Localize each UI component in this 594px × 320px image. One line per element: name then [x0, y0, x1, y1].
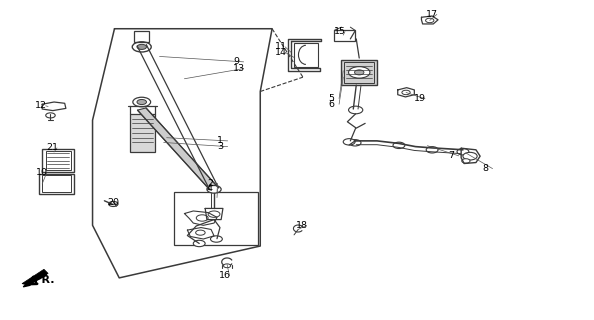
Text: 18: 18	[296, 221, 308, 230]
Bar	[42, 149, 74, 172]
Text: 5: 5	[328, 94, 334, 103]
Text: 3: 3	[217, 142, 223, 151]
Text: 21: 21	[46, 143, 58, 152]
Circle shape	[137, 44, 147, 50]
Circle shape	[393, 142, 405, 148]
Text: 12: 12	[35, 101, 47, 110]
Text: 10: 10	[36, 168, 48, 177]
Bar	[173, 192, 258, 245]
Text: FR.: FR.	[34, 276, 55, 285]
Circle shape	[46, 113, 55, 118]
Polygon shape	[137, 108, 219, 190]
Text: 1: 1	[217, 136, 223, 145]
Text: 15: 15	[334, 27, 346, 36]
Text: 9: 9	[233, 57, 239, 66]
Circle shape	[132, 42, 151, 52]
Bar	[294, 43, 318, 67]
Circle shape	[462, 159, 470, 163]
Bar	[39, 174, 74, 195]
Bar	[342, 60, 377, 85]
Circle shape	[457, 148, 469, 155]
Circle shape	[355, 70, 364, 75]
Polygon shape	[23, 283, 30, 287]
Text: 6: 6	[328, 100, 334, 109]
Text: 17: 17	[426, 10, 438, 19]
Circle shape	[223, 264, 230, 268]
Circle shape	[349, 67, 370, 78]
Circle shape	[109, 201, 118, 206]
Bar	[130, 114, 155, 152]
Circle shape	[195, 230, 205, 235]
Circle shape	[343, 139, 355, 145]
Bar	[46, 151, 71, 170]
Text: 2: 2	[207, 179, 213, 188]
Circle shape	[210, 236, 222, 242]
Text: 14: 14	[274, 48, 286, 57]
Polygon shape	[22, 269, 48, 285]
Circle shape	[426, 147, 438, 153]
Bar	[334, 30, 355, 41]
Text: 8: 8	[482, 164, 488, 173]
Circle shape	[402, 90, 410, 95]
Text: 13: 13	[233, 64, 245, 73]
Text: 11: 11	[274, 42, 286, 52]
Circle shape	[133, 97, 151, 107]
Circle shape	[425, 18, 434, 23]
Text: 20: 20	[108, 198, 119, 207]
Bar	[134, 31, 150, 42]
Bar	[345, 62, 374, 83]
Text: 16: 16	[219, 271, 231, 280]
Circle shape	[349, 106, 363, 114]
Text: 7: 7	[448, 151, 454, 160]
Circle shape	[349, 140, 361, 146]
Text: 4: 4	[207, 184, 213, 193]
Circle shape	[463, 152, 477, 160]
Circle shape	[193, 240, 205, 247]
Text: 19: 19	[415, 94, 426, 103]
Circle shape	[208, 211, 220, 217]
Circle shape	[137, 100, 147, 105]
Circle shape	[207, 186, 221, 193]
Bar	[42, 175, 71, 193]
Circle shape	[196, 215, 208, 221]
